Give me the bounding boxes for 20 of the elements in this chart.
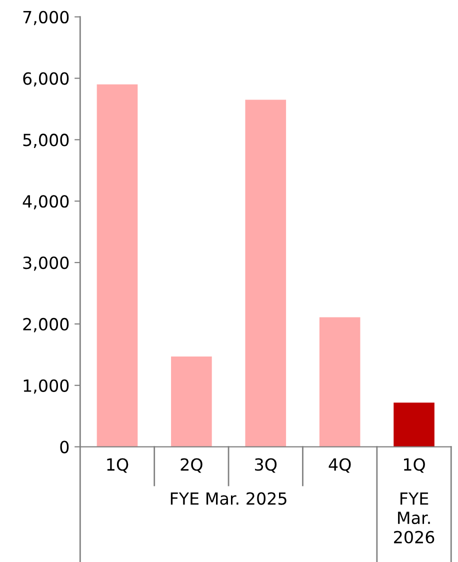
y-tick-label: 3,000 [23, 256, 69, 271]
text: FYE Mar. 2026 [394, 492, 434, 544]
bar [171, 356, 212, 447]
bar [394, 402, 434, 447]
text: FYE Mar. 2025 [170, 492, 286, 505]
y-tick-label: 2,000 [23, 318, 69, 332]
x-tick-label: 2Q [180, 458, 202, 473]
x-tick-label: 3Q [255, 458, 277, 473]
bar [245, 100, 286, 447]
x-tick-label: 1Q [107, 458, 128, 473]
y-tick-label: 0 [60, 440, 69, 454]
y-tick-label: 4,000 [22, 195, 69, 210]
y-tick-label: 5,000 [23, 134, 69, 148]
bar [319, 317, 360, 447]
x-tick-label: 4Q [328, 458, 351, 473]
x-tick-label: 1Q [404, 458, 425, 473]
y-tick-label: 1,000 [24, 379, 69, 394]
bar [96, 84, 138, 447]
y-tick-label: 6,000 [23, 72, 69, 87]
y-tick-label: 7,000 [23, 10, 69, 26]
